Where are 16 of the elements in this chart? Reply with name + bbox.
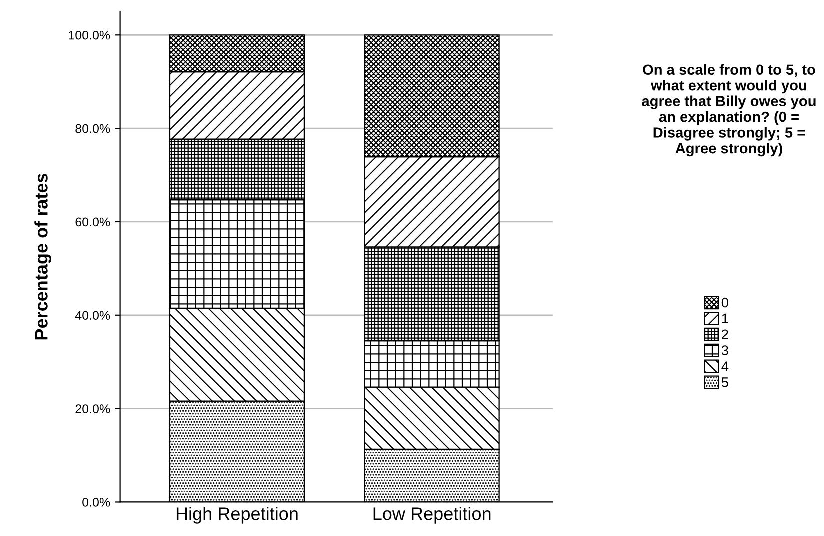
legend-label: 5: [722, 378, 728, 388]
legend-label: 3: [722, 346, 728, 356]
legend-label: 4: [722, 362, 729, 372]
y-tick-label: 100.0%: [69, 30, 110, 40]
y-tick-label: 60.0%: [76, 218, 110, 227]
x-tick-label: Low Repetition: [374, 507, 491, 524]
y-tick-label: 0.0%: [82, 498, 110, 507]
legend-label: 0: [722, 298, 729, 308]
y-tick-label: 80.0%: [76, 124, 110, 134]
y-tick-label: 20.0%: [76, 404, 110, 414]
y-tick-label: 40.0%: [75, 311, 110, 320]
legend-label: 2: [722, 330, 728, 340]
legend-label: 1: [722, 314, 728, 324]
x-tick-label: High Repetition: [176, 507, 298, 524]
legend-title: On a scale from 0 to 5, to what extent would you agree that Billy owes you an explanation? (0 = Disagree strongly; 5 = Agree strongly): [642, 64, 816, 157]
y-axis-title: Percentage of rates: [34, 174, 52, 340]
